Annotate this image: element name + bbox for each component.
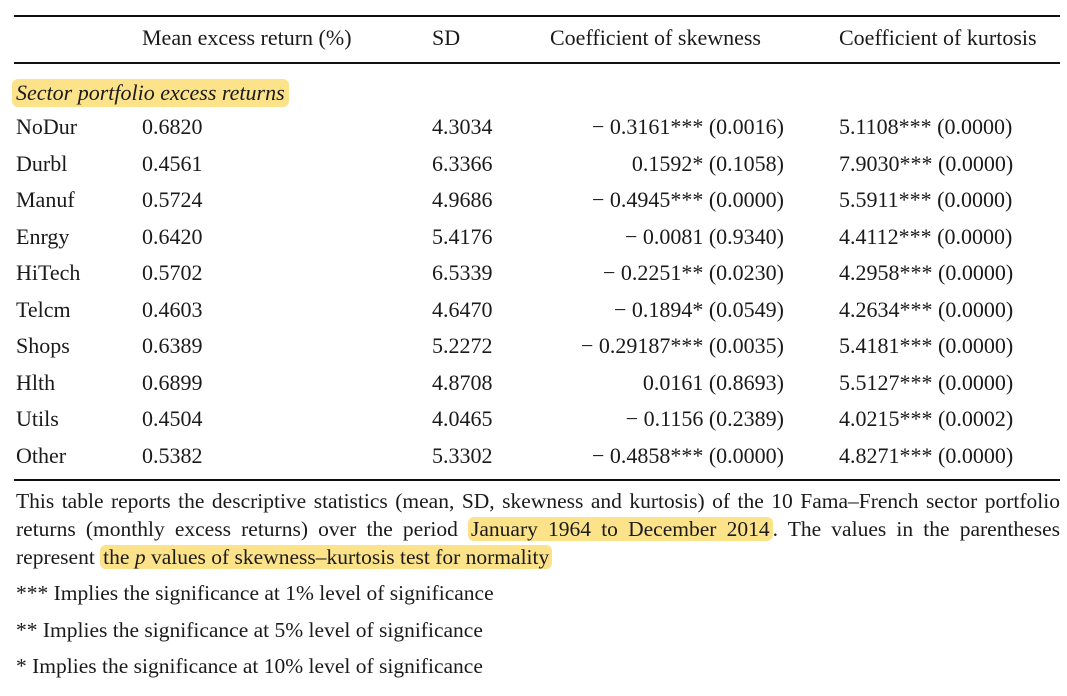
- skewness-cell: − 0.3161*** (0.0016): [591, 114, 784, 139]
- kurtosis-cell: 7.9030*** (0.0000): [839, 150, 1014, 176]
- sd-cell: 6.5339: [432, 260, 493, 285]
- mean-cell: 0.6420: [142, 223, 203, 249]
- header-mean: Mean excess return (%): [142, 25, 352, 50]
- header-kurtosis: Coefficient of kurtosis: [839, 25, 1037, 50]
- sector-cell: Hlth: [16, 369, 56, 395]
- sector-cell: Manuf: [16, 187, 75, 212]
- significance-5pct: ** Implies the significance at 5% level …: [16, 618, 483, 642]
- sd-cell: 4.3034: [432, 114, 493, 139]
- header-skewness: Coefficient of skewness: [550, 25, 761, 50]
- skewness-cell: − 0.4945*** (0.0000): [591, 187, 784, 212]
- sd-cell: 4.8708: [432, 369, 493, 395]
- skewness-cell: − 0.29187*** (0.0035): [580, 333, 784, 358]
- kurtosis-cell: 4.4112*** (0.0000): [839, 223, 1013, 249]
- mean-cell: 0.4504: [142, 406, 203, 431]
- sd-cell: 4.6470: [432, 296, 493, 322]
- table-top-rule: [14, 15, 1060, 17]
- significance-1pct: *** Implies the significance at 1% level…: [16, 581, 494, 605]
- pvalue-post: values of skewness–kurtosis test for nor…: [145, 545, 550, 569]
- significance-10pct: * Implies the significance at 10% level …: [16, 654, 483, 678]
- sector-cell: Other: [16, 442, 67, 468]
- kurtosis-cell: 4.0215*** (0.0002): [839, 406, 1014, 431]
- sector-cell: NoDur: [16, 114, 78, 139]
- table-bottom-rule: [14, 479, 1060, 481]
- mean-cell: 0.5724: [142, 187, 203, 212]
- skewness-cell: − 0.1894* (0.0549): [613, 296, 784, 322]
- table-row: Durbl 0.4561 6.3366 0.1592* (0.1058) 7.9030*…: [0, 151, 1067, 181]
- kurtosis-cell: 5.5911*** (0.0000): [839, 187, 1013, 212]
- kurtosis-cell: 4.2634*** (0.0000): [839, 296, 1014, 322]
- mean-cell: 0.4603: [142, 296, 203, 322]
- section-label: Sector portfolio excess returns: [12, 79, 289, 107]
- sd-cell: 4.0465: [432, 406, 493, 431]
- table-row: Shops 0.6389 5.2272 − 0.29187*** (0.0035) 5.…: [0, 333, 1067, 363]
- sector-cell: Utils: [16, 406, 59, 431]
- kurtosis-cell: 5.4181*** (0.0000): [839, 333, 1014, 358]
- sector-cell: Enrgy: [16, 223, 70, 249]
- note-text-2: . The values in the parentheses represen…: [16, 517, 1060, 569]
- table-row: Other 0.5382 5.3302 − 0.4858*** (0.0000) 4.8…: [0, 443, 1067, 473]
- table-row: HiTech 0.5702 6.5339 − 0.2251** (0.0230) 4.2…: [0, 260, 1067, 290]
- sd-cell: 4.9686: [432, 187, 493, 212]
- table-row: Hlth 0.6899 4.8708 0.0161 (0.8693) 5.5127***…: [0, 370, 1067, 400]
- kurtosis-cell: 5.5127*** (0.0000): [839, 369, 1014, 395]
- sector-cell: HiTech: [16, 260, 81, 285]
- pvalue-pre: the: [103, 545, 135, 569]
- table-row: NoDur 0.6820 4.3034 − 0.3161*** (0.0016) 5.1…: [0, 114, 1067, 144]
- table-row: Manuf 0.5724 4.9686 − 0.4945*** (0.0000) 5.5…: [0, 187, 1067, 217]
- mean-cell: 0.6389: [142, 333, 203, 358]
- table-row: Utils 0.4504 4.0465 − 0.1156 (0.2389) 4.0215…: [0, 406, 1067, 436]
- sd-cell: 5.4176: [432, 223, 493, 249]
- skewness-cell: − 0.1156 (0.2389): [625, 406, 784, 431]
- sd-cell: 5.2272: [432, 333, 493, 358]
- table-note: This table reports the descriptive stati…: [16, 487, 1060, 571]
- skewness-cell: − 0.4858*** (0.0000): [591, 442, 784, 468]
- mean-cell: 0.5382: [142, 442, 203, 468]
- table-row: Telcm 0.4603 4.6470 − 0.1894* (0.0549) 4.263…: [0, 297, 1067, 327]
- skewness-cell: 0.0161 (0.8693): [642, 369, 784, 395]
- sd-cell: 6.3366: [432, 150, 493, 176]
- sd-cell: 5.3302: [432, 442, 493, 468]
- header-sd: SD: [432, 25, 461, 50]
- mean-cell: 0.5702: [142, 260, 203, 285]
- sector-cell: Durbl: [16, 150, 68, 176]
- kurtosis-cell: 5.1108*** (0.0000): [839, 114, 1013, 139]
- highlight-pvalues: the p values of skewness–kurtosis test f…: [100, 545, 553, 569]
- skewness-cell: − 0.0081 (0.9340): [624, 223, 784, 249]
- sector-cell: Telcm: [16, 296, 71, 322]
- mean-cell: 0.6899: [142, 369, 203, 395]
- highlight-period: January 1964 to December 2014: [468, 517, 773, 541]
- skewness-cell: 0.1592* (0.1058): [631, 150, 784, 176]
- kurtosis-cell: 4.2958*** (0.0000): [839, 260, 1014, 285]
- mean-cell: 0.4561: [142, 150, 203, 176]
- pvalue-p: p: [134, 545, 146, 569]
- mean-cell: 0.6820: [142, 114, 203, 139]
- sector-cell: Shops: [16, 333, 70, 358]
- table-row: Enrgy 0.6420 5.4176 − 0.0081 (0.9340) 4.4112…: [0, 224, 1067, 254]
- table-header-rule: [14, 62, 1060, 64]
- skewness-cell: − 0.2251** (0.0230): [602, 260, 784, 285]
- note-text-1: This table reports the descriptive stati…: [16, 489, 1060, 541]
- kurtosis-cell: 4.8271*** (0.0000): [839, 442, 1014, 468]
